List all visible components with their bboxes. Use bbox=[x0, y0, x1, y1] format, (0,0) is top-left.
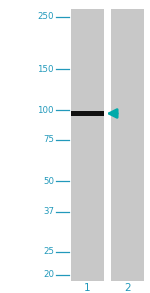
Text: 2: 2 bbox=[124, 283, 131, 293]
Text: 150: 150 bbox=[38, 64, 54, 74]
Text: 1: 1 bbox=[84, 283, 90, 293]
Text: 75: 75 bbox=[43, 135, 54, 144]
Text: 37: 37 bbox=[43, 207, 54, 216]
Text: 250: 250 bbox=[38, 12, 54, 21]
Bar bbox=[70, 9, 104, 281]
Bar bbox=[70, 111, 104, 116]
Text: 50: 50 bbox=[43, 177, 54, 185]
Text: 20: 20 bbox=[43, 270, 54, 279]
Text: 25: 25 bbox=[43, 247, 54, 256]
Text: 100: 100 bbox=[38, 106, 54, 115]
Bar bbox=[111, 9, 144, 281]
